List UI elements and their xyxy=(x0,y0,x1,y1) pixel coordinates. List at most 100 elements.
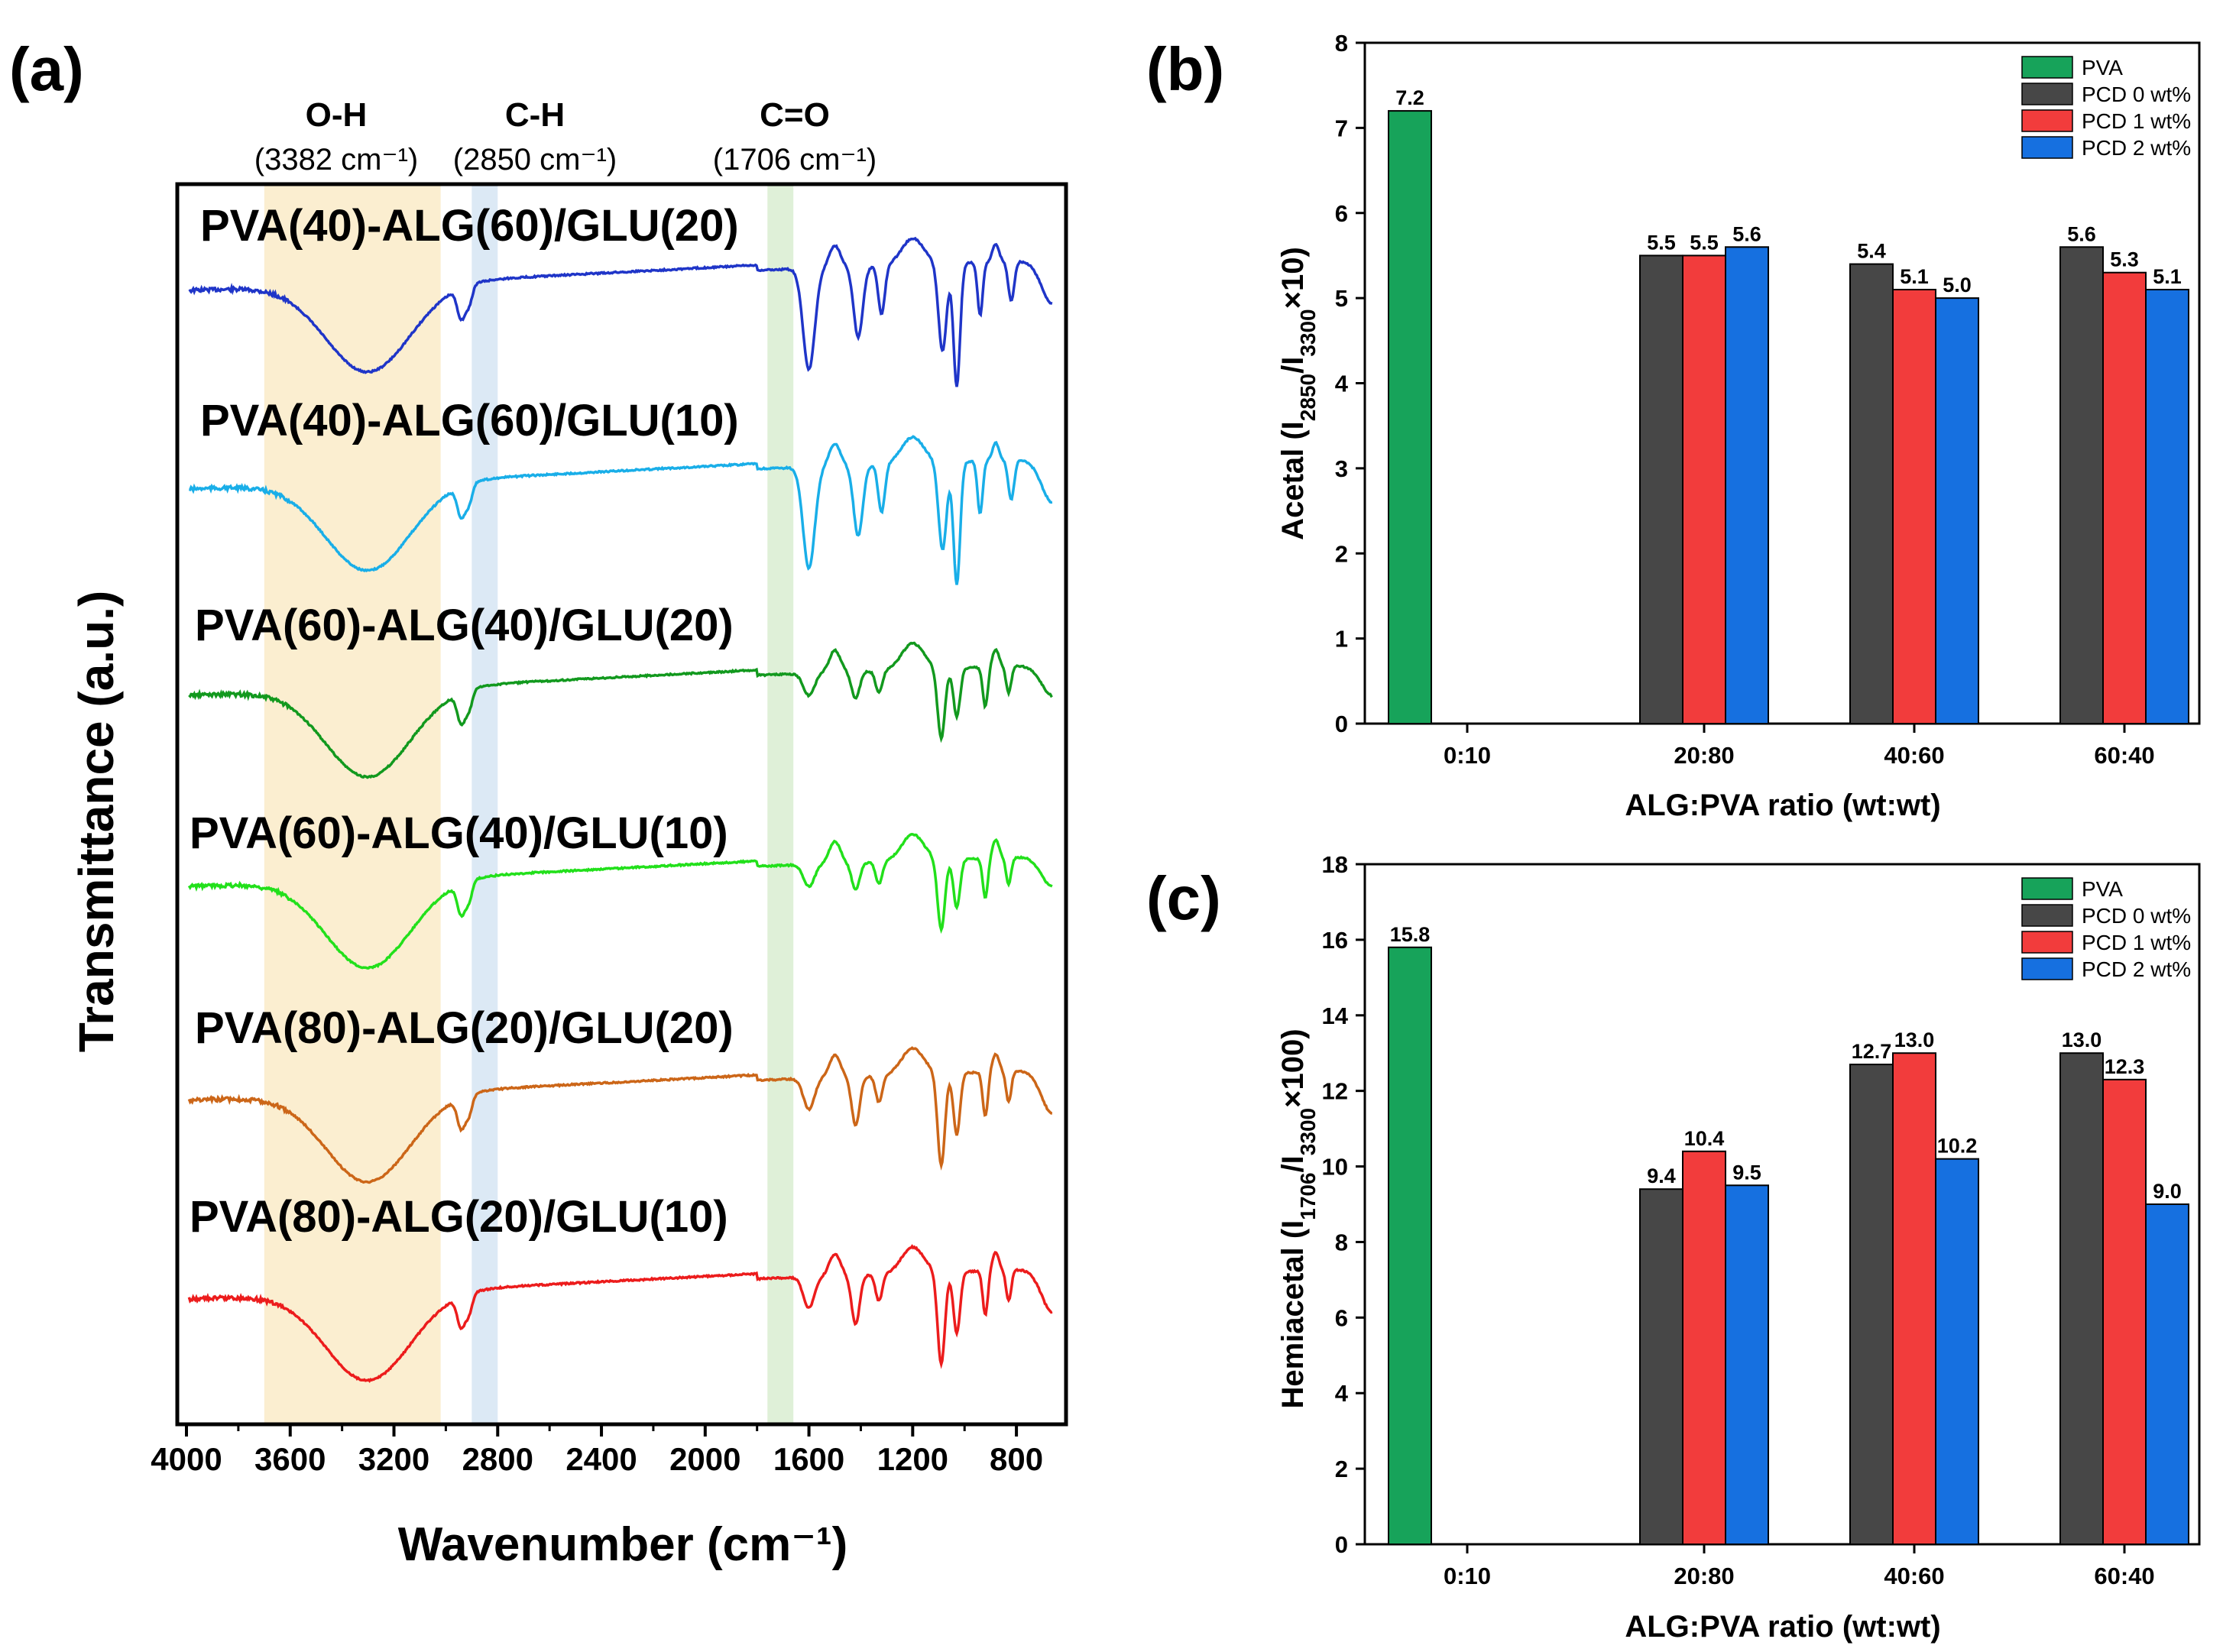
y-tick-label: 8 xyxy=(1335,1229,1348,1255)
plot-frame xyxy=(1363,863,2201,1546)
bar xyxy=(1849,263,1894,724)
bar xyxy=(1849,1064,1894,1545)
bar-value-label: 5.3 xyxy=(2110,248,2139,271)
bar xyxy=(1682,254,1726,724)
legend-label: PCD 0 wt% xyxy=(2082,904,2191,928)
band-name-label: O-H xyxy=(306,96,368,134)
bar-value-label: 10.4 xyxy=(1684,1127,1725,1150)
legend-swatch xyxy=(2021,83,2073,105)
y-tick-label: 0 xyxy=(1335,1531,1348,1558)
panel-b-ylabel-part: /I xyxy=(1276,357,1310,374)
spectrum-name-label: PVA(60)-ALG(40)/GLU(20) xyxy=(195,601,734,650)
panel-c-ylabel-part: ×100) xyxy=(1276,1028,1310,1107)
y-tick-label: 14 xyxy=(1322,1003,1349,1029)
band-position-label: (1706 cm⁻¹) xyxy=(713,143,877,177)
band-position-label: (2850 cm⁻¹) xyxy=(453,143,617,177)
x-tick-label: 60:40 xyxy=(2094,742,2154,769)
band-region xyxy=(264,184,441,1424)
panel-c-y-axis-title: Hemiacetal (I1706/I3300×100) xyxy=(1276,1028,1320,1408)
legend-label: PCD 2 wt% xyxy=(2082,136,2191,160)
legend-swatch xyxy=(2021,56,2073,79)
bar xyxy=(2059,1052,2104,1545)
hemiacetal-bar-chart: 0 2 4 6 8 10 12 14 16 18 0:10 15.8 20:80 9.4 10.4 9.5 40… xyxy=(1322,851,2201,1589)
panel-c-ylabel-sub: 3300 xyxy=(1296,1108,1320,1155)
legend-swatch xyxy=(2021,136,2073,159)
bar xyxy=(1388,110,1432,725)
x-tick-label: 40:60 xyxy=(1884,1563,1944,1589)
band-region xyxy=(471,184,498,1424)
bar-value-label: 5.4 xyxy=(1857,240,1886,263)
x-axis-ticks: 4000 3600 3200 2800 2400 2000 1600 1200 800 xyxy=(151,1424,1043,1477)
panel-b-ylabel-part: ×10) xyxy=(1276,247,1310,309)
panel-c-x-axis-title: ALG:PVA ratio (wt:wt) xyxy=(1625,1610,1940,1644)
x-tick-label: 2000 xyxy=(669,1441,740,1477)
bar xyxy=(2145,288,2189,724)
bar xyxy=(1725,246,1769,724)
spectrum-line xyxy=(187,1244,1053,1383)
y-tick-label: 4 xyxy=(1335,1380,1349,1407)
panel-c-ylabel-sub: 1706 xyxy=(1296,1172,1320,1220)
legend-label: PCD 1 wt% xyxy=(2082,109,2191,133)
bar xyxy=(1388,946,1432,1546)
y-tick-label: 18 xyxy=(1322,851,1348,878)
panel-c-label: (c) xyxy=(1146,864,1221,932)
legend-label: PCD 2 wt% xyxy=(2082,957,2191,981)
band-region xyxy=(767,184,794,1424)
spectrum-line xyxy=(188,641,1053,779)
bar-value-label: 10.2 xyxy=(1937,1135,1978,1158)
y-tick-label: 12 xyxy=(1322,1078,1348,1105)
bar-value-label: 5.1 xyxy=(1900,265,1929,288)
panel-c: (c) 0 2 4 6 8 10 12 14 16 18 0:10 15.8 20:80 9.4 10.4 9… xyxy=(1146,851,2201,1644)
legend-swatch xyxy=(2021,877,2073,900)
bar xyxy=(1682,1150,1726,1546)
y-tick-label: 10 xyxy=(1322,1154,1348,1181)
y-tick-label: 3 xyxy=(1335,455,1348,482)
panel-b-label: (b) xyxy=(1146,35,1224,103)
panel-a-plot-frame xyxy=(175,182,1068,1427)
bar-value-label: 12.7 xyxy=(1852,1040,1892,1063)
bar-value-label: 5.6 xyxy=(1732,222,1761,245)
x-tick-label: 0:10 xyxy=(1444,1563,1491,1589)
bar xyxy=(1892,288,1936,724)
legend-label: PVA xyxy=(2082,56,2123,79)
bar xyxy=(2145,1203,2189,1545)
bar-value-label: 9.4 xyxy=(1647,1164,1676,1187)
x-tick-label: 1200 xyxy=(877,1441,948,1477)
legend-swatch xyxy=(2021,931,2073,954)
x-tick-label: 0:10 xyxy=(1444,742,1491,769)
y-tick-label: 6 xyxy=(1335,1304,1348,1331)
y-tick-label: 2 xyxy=(1335,540,1348,567)
bar xyxy=(2102,271,2147,724)
panel-c-ylabel-part: Hemiacetal (I xyxy=(1276,1220,1310,1409)
spectra-traces: PVA(40)-ALG(60)/GLU(20) PVA(40)-ALG(60)/G… xyxy=(187,201,1053,1383)
bar xyxy=(1892,1052,1936,1545)
spectrum-name-label: PVA(60)-ALG(40)/GLU(10) xyxy=(190,808,728,858)
x-axis-title: Wavenumber (cm⁻¹) xyxy=(398,1518,848,1571)
y-tick-label: 6 xyxy=(1335,200,1348,227)
x-tick-label: 20:80 xyxy=(1674,1563,1734,1589)
panel-c-ylabel-part: /I xyxy=(1276,1155,1310,1172)
band-position-label: (3382 cm⁻¹) xyxy=(254,143,419,177)
bar xyxy=(2102,1078,2147,1546)
legend-label: PCD 1 wt% xyxy=(2082,931,2191,954)
legend-swatch xyxy=(2021,957,2073,980)
bar-value-label: 9.0 xyxy=(2153,1180,2182,1203)
y-tick-label: 5 xyxy=(1335,285,1348,312)
y-axis-title: Transmittance (a.u.) xyxy=(69,591,124,1053)
bar-value-label: 12.3 xyxy=(2105,1055,2145,1078)
spectrum-name-label: PVA(40)-ALG(60)/GLU(10) xyxy=(200,396,739,445)
bar-value-label: 13.0 xyxy=(1894,1028,1935,1051)
band-name-label: C-H xyxy=(505,96,565,134)
spectral-bands: O-H (3382 cm⁻¹) C-H (2850 cm⁻¹) C=O (1706 cm⁻… xyxy=(254,96,877,1424)
y-tick-label: 0 xyxy=(1335,711,1348,737)
bar xyxy=(1935,297,1979,724)
y-tick-label: 8 xyxy=(1335,30,1348,57)
panel-a-label: (a) xyxy=(9,35,84,103)
spectrum-line xyxy=(187,1046,1053,1184)
bar-value-label: 5.5 xyxy=(1647,231,1676,254)
bar-value-label: 5.0 xyxy=(1943,274,1972,296)
x-tick-label: 2800 xyxy=(462,1441,533,1477)
spectrum-line xyxy=(189,435,1053,585)
bar-value-label: 9.5 xyxy=(1732,1161,1761,1184)
x-tick-label: 40:60 xyxy=(1884,742,1944,769)
